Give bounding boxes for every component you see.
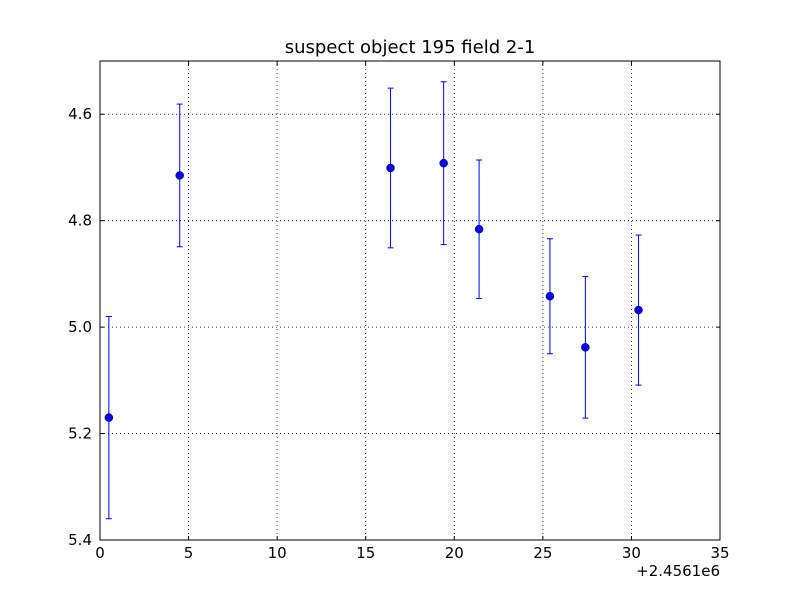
data-point: [386, 163, 395, 173]
data-point: [104, 413, 114, 422]
y-tick-label: 5.4: [68, 531, 92, 549]
x-tick-label: 30: [622, 544, 641, 562]
x-offset-label: +2.4561e6: [636, 562, 720, 580]
data-point: [545, 291, 555, 301]
data-point: [581, 343, 590, 352]
x-tick-label: 25: [533, 544, 552, 562]
y-tick-label: 4.6: [68, 105, 92, 123]
y-tick-label: 4.8: [68, 212, 92, 230]
x-tick-label: 10: [268, 544, 287, 562]
x-tick-label: 0: [95, 544, 105, 562]
y-tick-label: 5.2: [68, 425, 92, 443]
data-point: [474, 224, 484, 234]
x-tick-label: 15: [356, 544, 375, 562]
x-tick-label: 20: [445, 544, 464, 562]
plot-frame: [99, 60, 721, 541]
x-tick-label: 35: [710, 544, 729, 562]
data-point: [439, 158, 448, 168]
data-point: [634, 305, 643, 315]
y-tick-label: 5.0: [68, 318, 92, 336]
chart-title: suspect object 195 field 2-1: [285, 37, 536, 58]
x-tick-label: 5: [184, 544, 194, 562]
data-point: [175, 171, 184, 180]
